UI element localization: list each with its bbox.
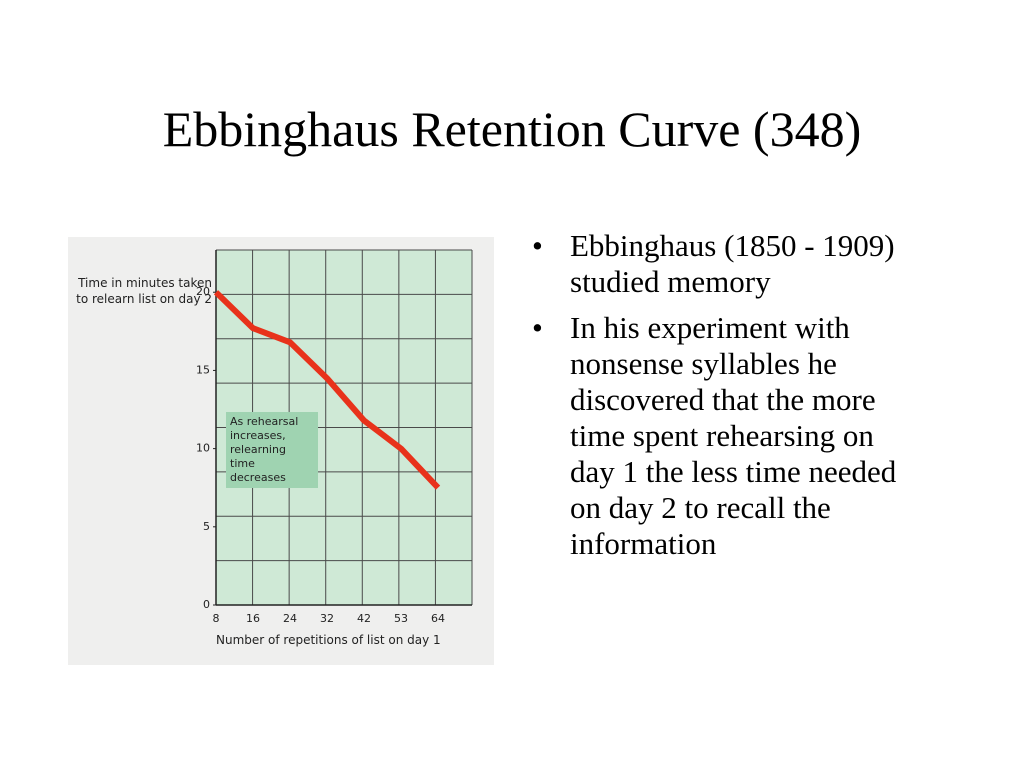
x-tick-label: 32 (320, 612, 334, 625)
bullet: Ebbinghaus (1850 - 1909) studied memory (530, 228, 910, 300)
data-line (213, 290, 441, 490)
slide-title: Ebbinghaus Retention Curve (348) (162, 101, 862, 157)
y-tick-label: 0 (203, 598, 210, 611)
y-tick-label: 10 (196, 442, 210, 455)
x-axis-label: Number of repetitions of list on day 1 (216, 633, 441, 647)
y-tick-label: 20 (196, 285, 210, 298)
bullet-list: Ebbinghaus (1850 - 1909) studied memory … (530, 228, 910, 572)
y-tick-label: 15 (196, 363, 210, 376)
chart-image: 0 5 10 15 20 8 16 24 32 42 53 64 Time in minutes ta… (68, 237, 494, 665)
y-tick-label: 5 (203, 520, 210, 533)
y-axis-label: Time in minutes taken to relearn list on… (76, 276, 212, 306)
x-tick-label: 42 (357, 612, 371, 625)
x-tick-label: 24 (283, 612, 297, 625)
x-tick-label: 16 (246, 612, 260, 625)
bullet: In his experiment with nonsense syllable… (530, 310, 910, 562)
annotation: As rehearsal increases, relearning time … (226, 412, 318, 488)
x-tick-label: 8 (213, 612, 220, 625)
x-tick-label: 64 (431, 612, 445, 625)
x-tick-label: 53 (394, 612, 408, 625)
